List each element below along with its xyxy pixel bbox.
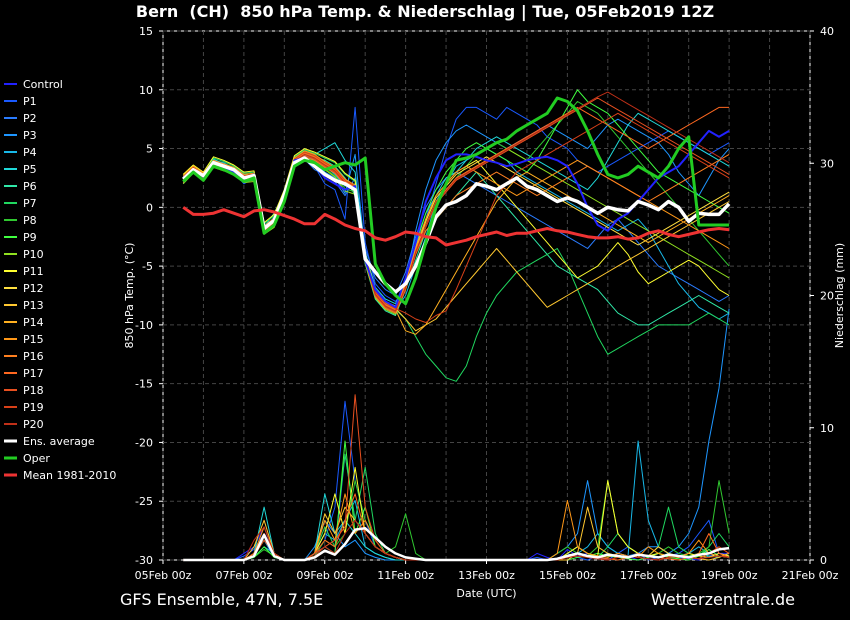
legend-label: P6 xyxy=(23,180,37,193)
y-tick-label: 5 xyxy=(146,143,153,156)
x-tick-label: 19Feb 00z xyxy=(701,569,758,582)
x-axis-label: Date (UTC) xyxy=(456,587,516,600)
legend-label: P3 xyxy=(23,129,37,142)
legend-label: P19 xyxy=(23,401,44,414)
y2-tick-label: 40 xyxy=(820,25,834,38)
legend-label: P1 xyxy=(23,95,37,108)
legend-label: P5 xyxy=(23,163,37,176)
legend-label: P17 xyxy=(23,367,44,380)
legend-label: Control xyxy=(23,78,63,91)
chart-title: Bern (CH) 850 hPa Temp. & Niederschlag |… xyxy=(135,2,715,21)
y-tick-label: 0 xyxy=(146,201,153,214)
precipitation-plot xyxy=(183,308,730,562)
y2-tick-label: 10 xyxy=(820,422,834,435)
legend-label: P13 xyxy=(23,299,44,312)
legend-label: P7 xyxy=(23,197,37,210)
legend-label: P16 xyxy=(23,350,44,363)
legend-label: P12 xyxy=(23,282,44,295)
legend-label: Ens. average xyxy=(23,435,95,448)
legend-label: P4 xyxy=(23,146,37,159)
y-tick-label: -10 xyxy=(135,319,153,332)
x-tick-label: 07Feb 00z xyxy=(216,569,273,582)
y-axis-label: 850 hPa Temp. (°C) xyxy=(123,243,136,349)
x-tick-label: 17Feb 00z xyxy=(620,569,677,582)
x-tick-label: 13Feb 00z xyxy=(458,569,515,582)
footer-model: GFS Ensemble, 47N, 7.5E xyxy=(120,590,324,609)
temp-line-oper xyxy=(182,96,730,306)
temperature-plot xyxy=(182,89,731,382)
plot-frame xyxy=(162,30,811,561)
temp-line-ens-average xyxy=(182,156,731,294)
y2-tick-label: 30 xyxy=(820,157,834,170)
y2-tick-label: 20 xyxy=(820,290,834,303)
legend-label: Mean 1981-2010 xyxy=(23,469,116,482)
x-tick-label: 09Feb 00z xyxy=(296,569,353,582)
legend-label: P10 xyxy=(23,248,44,261)
legend-label: P11 xyxy=(23,265,44,278)
legend: Control P1 P2 P3 P4 P5 P6 P7 P8 P9 P10 P11 P12 P13 P14… xyxy=(4,78,116,482)
y-tick-label: -20 xyxy=(135,436,153,449)
temp-line-mean-1981-2010 xyxy=(182,206,730,247)
y-tick-label: -30 xyxy=(135,554,153,567)
x-tick-label: 15Feb 00z xyxy=(539,569,596,582)
legend-label: P15 xyxy=(23,333,44,346)
y-tick-label: -25 xyxy=(135,495,153,508)
legend-label: P2 xyxy=(23,112,37,125)
legend-label: P14 xyxy=(23,316,44,329)
x-tick-label: 11Feb 00z xyxy=(377,569,434,582)
y-tick-label: -15 xyxy=(135,378,153,391)
y2-axis-label: Niederschlag (mm) xyxy=(833,243,846,348)
y2-tick-label: 0 xyxy=(820,554,827,567)
grid xyxy=(162,30,811,561)
legend-label: Oper xyxy=(23,452,50,465)
y-tick-label: -5 xyxy=(142,260,153,273)
footer-source: Wetterzentrale.de xyxy=(650,590,795,609)
precip-line-ens-average xyxy=(183,527,730,562)
y-tick-label: 15 xyxy=(139,25,153,38)
legend-label: P9 xyxy=(23,231,37,244)
legend-label: P18 xyxy=(23,384,44,397)
x-tick-label: 21Feb 00z xyxy=(782,569,839,582)
x-tick-label: 05Feb 00z xyxy=(135,569,192,582)
axes: 15 10 5 0 -5 -10 -15 -20 -25 -30 40 30 20 10 0 05Feb 00… xyxy=(123,25,846,600)
y-tick-label: 10 xyxy=(139,84,153,97)
legend-label: P8 xyxy=(23,214,37,227)
legend-label: P20 xyxy=(23,418,44,431)
